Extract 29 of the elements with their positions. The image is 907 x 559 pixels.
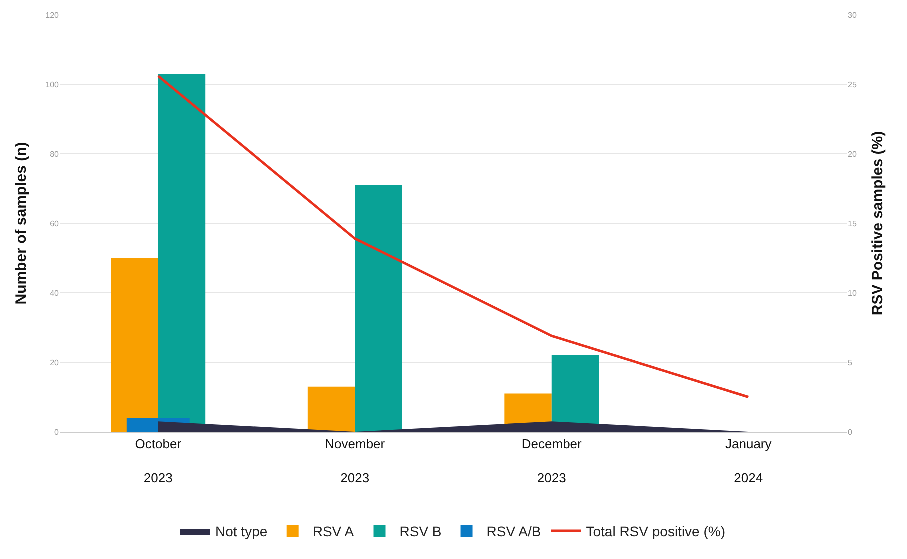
legend-label: Not type [216,523,268,540]
y2-tick-label: 20 [848,150,858,159]
y-tick-label: 80 [50,150,60,159]
category-label: October 2023 [135,436,182,486]
legend-label: RSV A [312,523,355,540]
y2-tick-label: 0 [848,428,853,437]
category-label: November 2023 [325,436,386,486]
y2-tick-label: 30 [848,10,858,20]
y-axis-title: Number of samples (n) [12,142,30,305]
category-label: December 2023 [522,436,582,486]
y-tick-label: 60 [50,219,60,228]
bar [355,185,402,432]
y2-axis-title: RSV Positive samples (%) [869,131,886,316]
y-tick-label: 120 [46,10,60,20]
y2-tick-label: 5 [848,358,853,368]
line-series [157,74,750,398]
legend-label: RSV B [400,523,442,540]
y-tick-label: 20 [50,358,60,368]
bar [308,386,356,432]
y-tick-label: 100 [46,80,60,90]
y-tick-label: 40 [50,288,60,298]
y2-tick-label: 15 [848,219,858,228]
legend-label: Total RSV positive (%) [586,523,726,540]
y2-tick-label: 10 [848,288,858,298]
y2-tick-label: 25 [848,80,858,90]
y-tick-label: 0 [54,428,60,437]
category-label: January 2024 [726,436,772,486]
bar [111,258,158,432]
legend-label: RSV A/B [486,523,542,540]
